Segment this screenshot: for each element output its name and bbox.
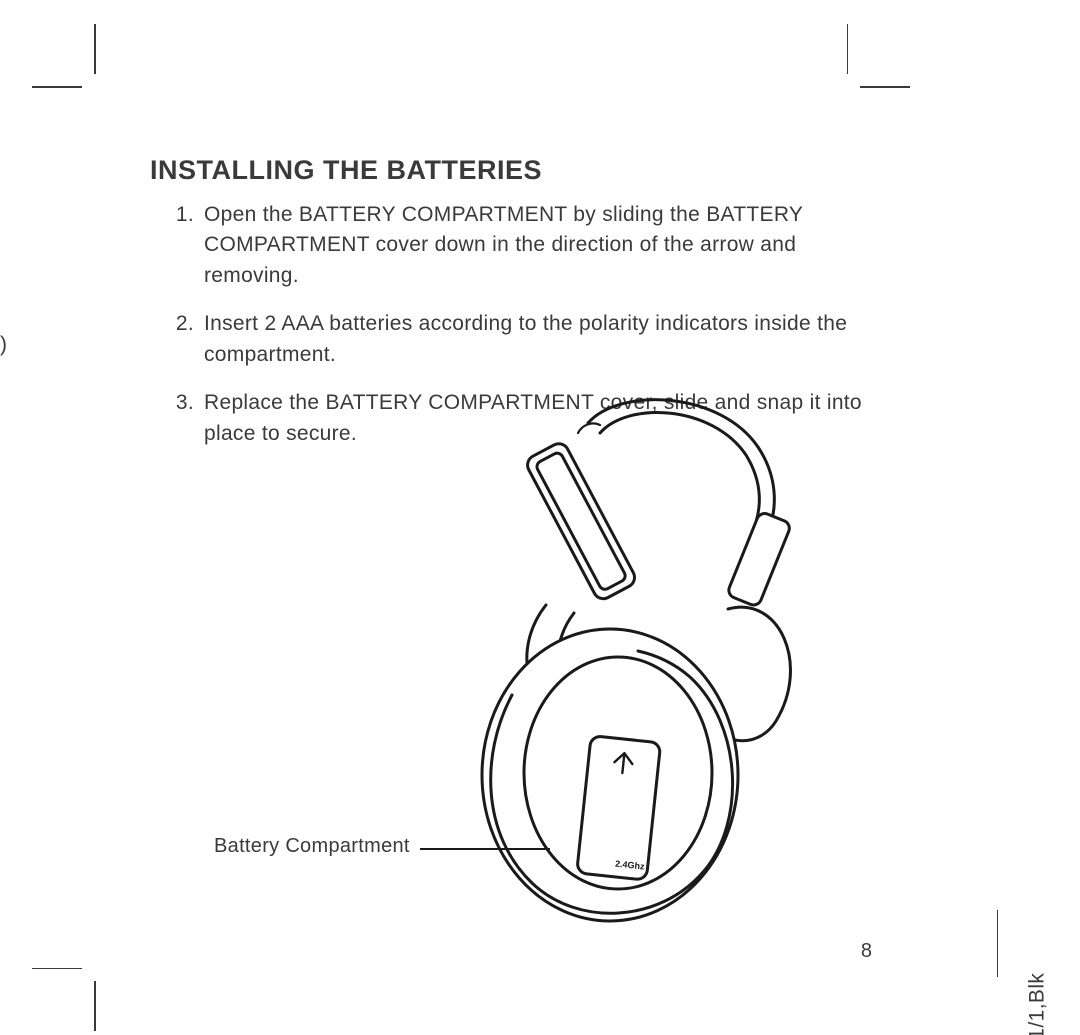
step-text: Open the BATTERY COMPARTMENT by sliding …	[204, 200, 870, 291]
crop-mark	[860, 86, 910, 88]
crop-mark	[32, 968, 82, 970]
page-number: 8	[861, 940, 872, 963]
headphone-figure: 2.4Ghz	[460, 395, 840, 925]
crop-mark	[94, 981, 96, 1031]
crop-mark	[32, 86, 82, 88]
step-text: Insert 2 AAA batteries according to the …	[204, 309, 870, 370]
section-heading: INSTALLING THE BATTERIES	[150, 155, 870, 186]
step-number: 1.	[150, 200, 204, 291]
callout-label: Battery Compartment	[214, 835, 410, 858]
production-note-line2: _Size:5"Wx4.75"H_Output:100%_Prints:1/1,…	[1026, 973, 1049, 1035]
callout-leader-line	[420, 848, 550, 850]
list-item: 1. Open the BATTERY COMPARTMENT by slidi…	[150, 200, 870, 291]
step-number: 2.	[150, 309, 204, 370]
list-item: 2. Insert 2 AAA batteries according to t…	[150, 309, 870, 370]
step-number: 3.	[150, 388, 204, 449]
crop-mark	[847, 24, 849, 74]
stray-text: )	[0, 333, 7, 357]
crop-mark	[94, 24, 96, 74]
side-separator	[997, 910, 999, 977]
production-note: 683417_INS_TV Headphones _Size:5"Wx4.75"…	[995, 973, 1052, 1035]
